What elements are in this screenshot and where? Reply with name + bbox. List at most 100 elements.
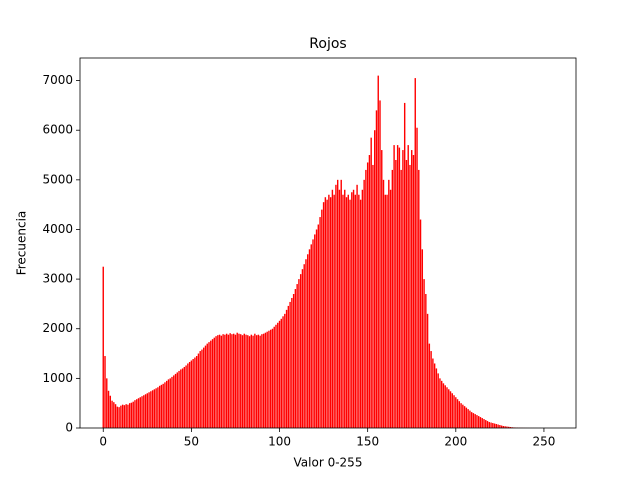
bar bbox=[469, 410, 471, 428]
bar bbox=[167, 379, 170, 428]
bar bbox=[363, 179, 365, 428]
bar bbox=[284, 313, 286, 428]
bar bbox=[428, 343, 431, 428]
bar bbox=[314, 234, 316, 428]
bar bbox=[299, 274, 302, 428]
bar bbox=[347, 194, 349, 428]
bar bbox=[374, 130, 376, 429]
bar bbox=[164, 382, 166, 428]
bar bbox=[187, 363, 189, 428]
x-tick-label: 150 bbox=[356, 435, 379, 449]
bar bbox=[194, 357, 196, 428]
bar bbox=[185, 365, 187, 428]
bar bbox=[391, 169, 394, 428]
bar bbox=[280, 318, 282, 428]
bar bbox=[229, 333, 231, 428]
bar bbox=[370, 137, 372, 428]
bar bbox=[308, 249, 311, 428]
y-tick-label: 6000 bbox=[42, 123, 73, 137]
bar bbox=[255, 335, 258, 428]
bar bbox=[123, 405, 126, 428]
bar bbox=[382, 179, 385, 428]
bar bbox=[433, 363, 436, 428]
bar bbox=[111, 400, 113, 428]
bar bbox=[222, 334, 224, 428]
bar bbox=[291, 297, 293, 428]
bar bbox=[218, 334, 221, 428]
bar bbox=[478, 416, 480, 428]
bar bbox=[213, 337, 216, 428]
x-tick-label: 0 bbox=[99, 435, 107, 449]
bar bbox=[234, 334, 237, 428]
bar bbox=[206, 343, 208, 428]
y-tick-label: 7000 bbox=[42, 73, 73, 87]
bar bbox=[463, 406, 466, 428]
bar bbox=[130, 402, 133, 428]
bar bbox=[121, 404, 124, 428]
bar bbox=[437, 373, 439, 428]
bar bbox=[368, 155, 371, 428]
bar bbox=[474, 414, 476, 428]
bar bbox=[120, 405, 122, 428]
bar bbox=[215, 336, 217, 428]
bar bbox=[128, 403, 131, 428]
bar bbox=[506, 426, 508, 428]
bar bbox=[243, 333, 245, 428]
bar bbox=[375, 110, 378, 428]
y-tick-label: 4000 bbox=[42, 222, 73, 236]
bar bbox=[273, 326, 275, 428]
bar bbox=[359, 199, 362, 428]
bar bbox=[220, 335, 223, 428]
bar bbox=[356, 184, 358, 428]
bar bbox=[430, 351, 432, 428]
y-axis-label: Frecuencia bbox=[15, 211, 29, 276]
bar bbox=[315, 229, 318, 428]
bar bbox=[432, 358, 434, 428]
bar bbox=[259, 335, 261, 428]
bar bbox=[412, 155, 415, 428]
bar bbox=[176, 372, 178, 428]
bar bbox=[241, 335, 244, 428]
bar bbox=[261, 334, 263, 428]
bar bbox=[245, 334, 247, 428]
bar bbox=[139, 397, 141, 428]
bar bbox=[423, 279, 425, 428]
bar bbox=[425, 293, 427, 428]
bar bbox=[435, 368, 438, 428]
bar bbox=[481, 418, 483, 428]
bar bbox=[486, 421, 489, 428]
bar bbox=[414, 78, 416, 429]
bar bbox=[361, 189, 364, 428]
bar bbox=[298, 279, 300, 428]
plot-frame bbox=[79, 57, 577, 429]
bar bbox=[351, 192, 353, 428]
bar bbox=[462, 404, 464, 428]
bar bbox=[354, 194, 357, 428]
bar bbox=[395, 159, 397, 429]
bar bbox=[180, 369, 182, 428]
bar bbox=[365, 169, 367, 428]
bar bbox=[157, 387, 159, 428]
bar bbox=[153, 389, 156, 428]
bar bbox=[342, 194, 344, 428]
bar bbox=[500, 425, 503, 428]
bar bbox=[504, 426, 506, 428]
bar bbox=[232, 333, 235, 428]
bar bbox=[426, 313, 429, 428]
bar bbox=[366, 162, 369, 428]
bar bbox=[137, 398, 140, 428]
bar bbox=[247, 335, 249, 428]
bar bbox=[476, 415, 478, 428]
bar bbox=[499, 425, 501, 428]
x-axis-label: Valor 0-255 bbox=[294, 456, 363, 470]
bar bbox=[502, 426, 505, 428]
bar bbox=[384, 194, 386, 428]
bar bbox=[248, 336, 251, 428]
bar bbox=[109, 395, 112, 428]
x-tick-label: 50 bbox=[184, 435, 199, 449]
y-tick-label: 5000 bbox=[42, 172, 73, 186]
bar bbox=[113, 402, 115, 428]
bar bbox=[416, 127, 418, 428]
bar bbox=[324, 197, 327, 428]
bar bbox=[195, 356, 198, 428]
